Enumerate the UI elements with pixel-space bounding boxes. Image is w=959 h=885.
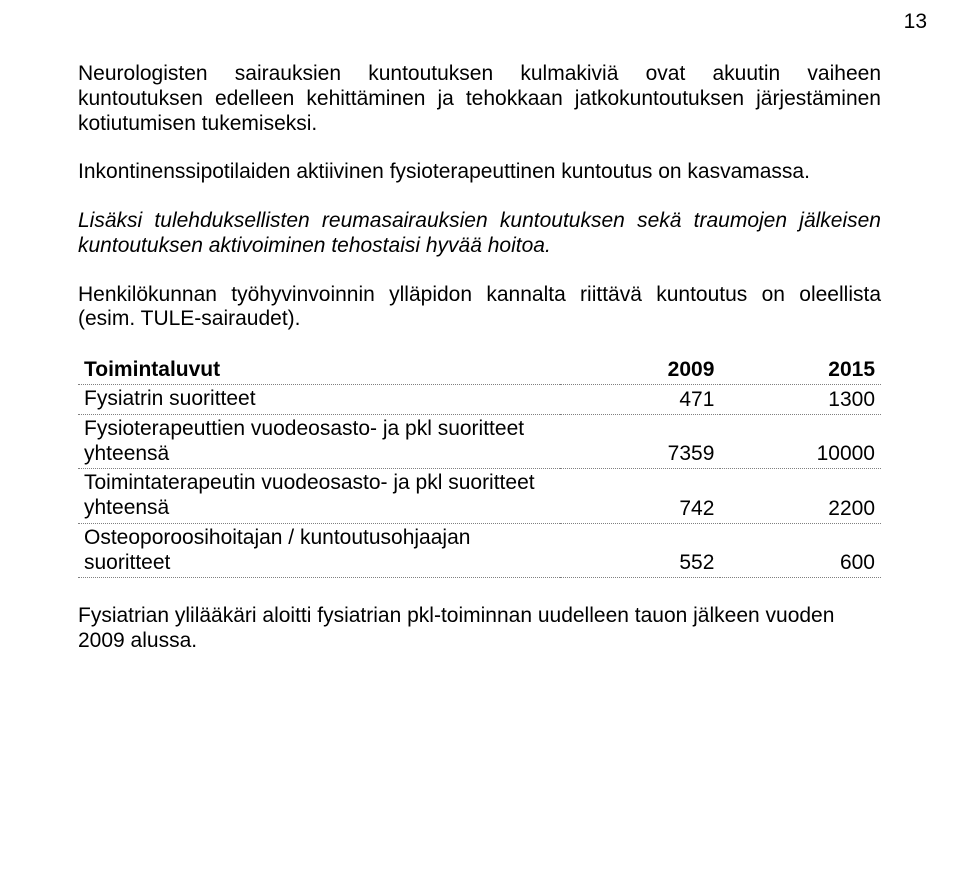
table-cell-label: Fysiatrin suoritteet [78,385,560,415]
table-cell-label: Osteoporoosihoitajan / kuntoutusohjaajan… [78,523,560,578]
page-number: 13 [904,10,927,34]
table-header-row: Toimintaluvut 2009 2015 [78,356,881,385]
table-row: Fysioterapeuttien vuodeosasto- ja pkl su… [78,414,881,469]
paragraph-1: Neurologisten sairauksien kuntoutuksen k… [78,62,881,136]
table-header-col2: 2015 [720,356,881,385]
paragraph-5: Fysiatrian ylilääkäri aloitti fysiatrian… [78,604,881,654]
paragraph-2: Inkontinenssipotilaiden aktiivinen fysio… [78,160,881,185]
table-cell-value: 471 [560,385,721,415]
paragraph-3-italic: Lisäksi tulehduksellisten reumasairauksi… [78,209,881,259]
table-cell-label: Fysioterapeuttien vuodeosasto- ja pkl su… [78,414,560,469]
table-row: Fysiatrin suoritteet 471 1300 [78,385,881,415]
table-row: Toimintaterapeutin vuodeosasto- ja pkl s… [78,469,881,524]
top-spacer [78,18,881,62]
table-cell-value: 2200 [720,469,881,524]
table-header-label: Toimintaluvut [78,356,560,385]
document-page: 13 Neurologisten sairauksien kuntoutukse… [0,0,959,885]
table-cell-value: 10000 [720,414,881,469]
table-cell-value: 600 [720,523,881,578]
table-cell-label: Toimintaterapeutin vuodeosasto- ja pkl s… [78,469,560,524]
table-cell-value: 1300 [720,385,881,415]
table-cell-value: 742 [560,469,721,524]
table-cell-value: 7359 [560,414,721,469]
table-header-col1: 2009 [560,356,721,385]
table-row: Osteoporoosihoitajan / kuntoutusohjaajan… [78,523,881,578]
table-cell-value: 552 [560,523,721,578]
toimintaluvut-table: Toimintaluvut 2009 2015 Fysiatrin suorit… [78,356,881,578]
paragraph-4: Henkilökunnan työhyvinvoinnin ylläpidon … [78,283,881,333]
